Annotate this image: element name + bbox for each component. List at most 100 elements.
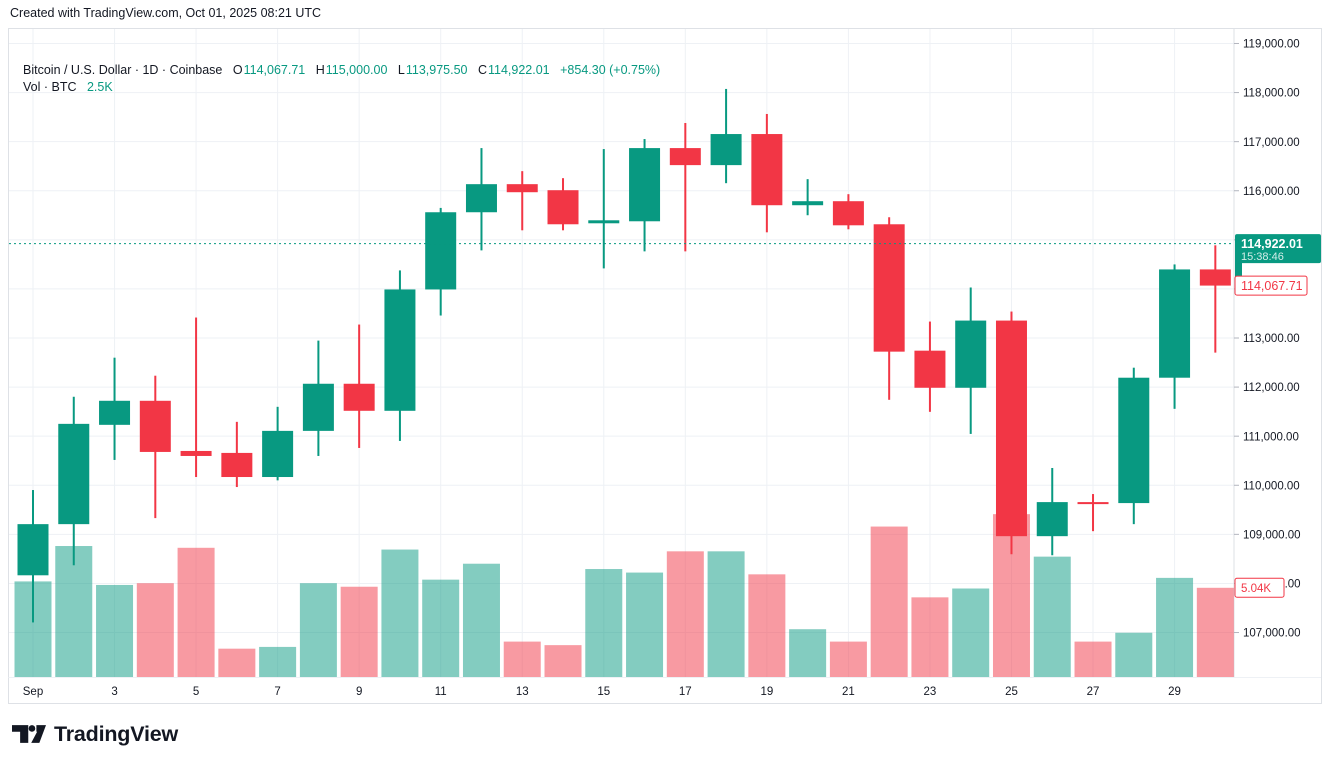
candle-day-17[interactable] xyxy=(669,123,701,252)
volume-bar[interactable] xyxy=(55,546,93,677)
candle-day-11[interactable] xyxy=(425,207,457,316)
candle-day-13[interactable] xyxy=(506,171,538,231)
tradingview-brand-text[interactable]: TradingView xyxy=(54,721,179,746)
price-axis-scale[interactable] xyxy=(1234,29,1321,677)
volume-bar[interactable] xyxy=(829,641,867,677)
volume-bar[interactable] xyxy=(299,583,337,677)
chart-widget: 119,000.00 118,000.00 117,000.00 116,000.00… xyxy=(8,28,1322,704)
candle-body xyxy=(221,452,253,478)
volume-bar[interactable] xyxy=(626,572,664,677)
chart-plot-area[interactable] xyxy=(9,29,1234,677)
candle-body xyxy=(1036,502,1068,537)
symbol-legend-row: Bitcoin / U.S. Dollar · 1D · Coinbase O1… xyxy=(23,62,660,79)
volume-bar[interactable] xyxy=(666,551,704,677)
candle-day-16[interactable] xyxy=(629,139,661,252)
volume-bar[interactable] xyxy=(952,588,990,678)
candle-day-8[interactable] xyxy=(302,340,334,456)
candle-day-21[interactable] xyxy=(832,194,864,230)
volume-legend-label[interactable]: Vol · BTC xyxy=(23,80,77,94)
candle-day-30[interactable] xyxy=(1199,245,1231,353)
candle-body xyxy=(832,201,864,226)
candle-day-1[interactable] xyxy=(17,490,49,623)
candle-day-19[interactable] xyxy=(751,113,783,233)
chart-widget-border xyxy=(8,28,1322,704)
candle-wick xyxy=(195,317,198,478)
volume-bar[interactable] xyxy=(259,646,297,677)
candle-day-6[interactable] xyxy=(221,421,253,488)
time-tick-label: 11 xyxy=(435,686,447,698)
time-tick-label: 17 xyxy=(679,686,692,698)
price-tick-label: 109,000.00 xyxy=(1243,529,1301,541)
candle-day-2[interactable] xyxy=(58,396,90,566)
symbol-title[interactable]: Bitcoin / U.S. Dollar · 1D · Coinbase xyxy=(23,63,223,77)
candle-body xyxy=(1159,269,1191,378)
volume-bar[interactable] xyxy=(96,584,134,677)
volume-bar[interactable] xyxy=(381,549,419,677)
volume-bar[interactable] xyxy=(1115,632,1153,677)
candle-day-24[interactable] xyxy=(955,287,987,434)
low-readout: L113,975.50 xyxy=(397,63,468,77)
candle-day-25[interactable] xyxy=(995,311,1027,555)
candle-day-23[interactable] xyxy=(914,321,946,412)
candle-day-29[interactable] xyxy=(1159,264,1191,409)
volume-bar[interactable] xyxy=(585,569,623,677)
volume-badge-value: 5.04K xyxy=(1241,583,1271,595)
candle-body xyxy=(955,320,987,388)
volume-bar[interactable] xyxy=(462,563,500,677)
candle-body xyxy=(547,190,579,225)
tradingview-logo-icon[interactable] xyxy=(12,721,46,747)
price-tick-label: 113,000.00 xyxy=(1243,333,1300,345)
candle-day-22[interactable] xyxy=(873,217,905,400)
candle-wick xyxy=(1092,494,1095,532)
candle-wick xyxy=(602,149,605,269)
volume-bar[interactable] xyxy=(707,551,745,677)
price-tick-label: 118,000.00 xyxy=(1243,88,1300,100)
candle-body xyxy=(506,184,538,193)
volume-bar[interactable] xyxy=(422,579,460,677)
candle-day-28[interactable] xyxy=(1118,367,1150,525)
candle-body xyxy=(873,224,905,352)
candle-day-26[interactable] xyxy=(1036,467,1068,556)
candle-day-14[interactable] xyxy=(547,178,579,231)
candle-day-10[interactable] xyxy=(384,270,416,441)
volume-bar[interactable] xyxy=(544,645,582,677)
volume-bar[interactable] xyxy=(1074,641,1112,677)
volume-bar[interactable] xyxy=(1196,587,1234,677)
candle-body xyxy=(139,400,171,452)
candle-day-7[interactable] xyxy=(262,406,294,481)
volume-bar[interactable] xyxy=(911,597,949,677)
volume-bar[interactable] xyxy=(1033,556,1071,677)
time-tick-label: 9 xyxy=(356,686,362,698)
volume-badge: 5.04K xyxy=(1234,577,1285,598)
candle-day-18[interactable] xyxy=(710,88,742,184)
volume-bar[interactable] xyxy=(218,648,256,677)
volume-bar[interactable] xyxy=(503,641,541,677)
volume-bar[interactable] xyxy=(177,547,215,677)
time-tick-label: 29 xyxy=(1168,686,1181,698)
candle-day-20[interactable] xyxy=(792,179,824,216)
partial-current-candle[interactable] xyxy=(1235,243,1265,286)
time-tick-label: 15 xyxy=(597,686,610,698)
time-axis-scale[interactable] xyxy=(9,677,1322,703)
volume-bar[interactable] xyxy=(870,526,908,677)
candle-day-5[interactable] xyxy=(180,317,212,478)
volume-bar[interactable] xyxy=(789,629,827,677)
candle-body xyxy=(262,430,294,478)
candle-body xyxy=(17,524,49,576)
candle-day-4[interactable] xyxy=(139,375,171,519)
change-readout: +854.30 (+0.75%) xyxy=(560,63,661,77)
candle-day-12[interactable] xyxy=(465,148,497,251)
candle-day-27[interactable] xyxy=(1077,494,1109,532)
time-tick-label: 19 xyxy=(760,686,773,698)
volume-bar[interactable] xyxy=(1156,577,1194,677)
candle-wick xyxy=(806,179,809,216)
volume-bar[interactable] xyxy=(136,583,174,677)
candle-body xyxy=(995,320,1027,537)
candle-day-3[interactable] xyxy=(99,357,131,460)
candle-day-9[interactable] xyxy=(343,324,375,448)
candle-body xyxy=(180,450,212,456)
volume-bar[interactable] xyxy=(748,574,786,677)
volume-bar[interactable] xyxy=(340,586,378,677)
chart-canvas[interactable]: 119,000.00 118,000.00 117,000.00 116,000.00… xyxy=(8,28,1322,704)
candle-day-15[interactable] xyxy=(588,149,620,269)
